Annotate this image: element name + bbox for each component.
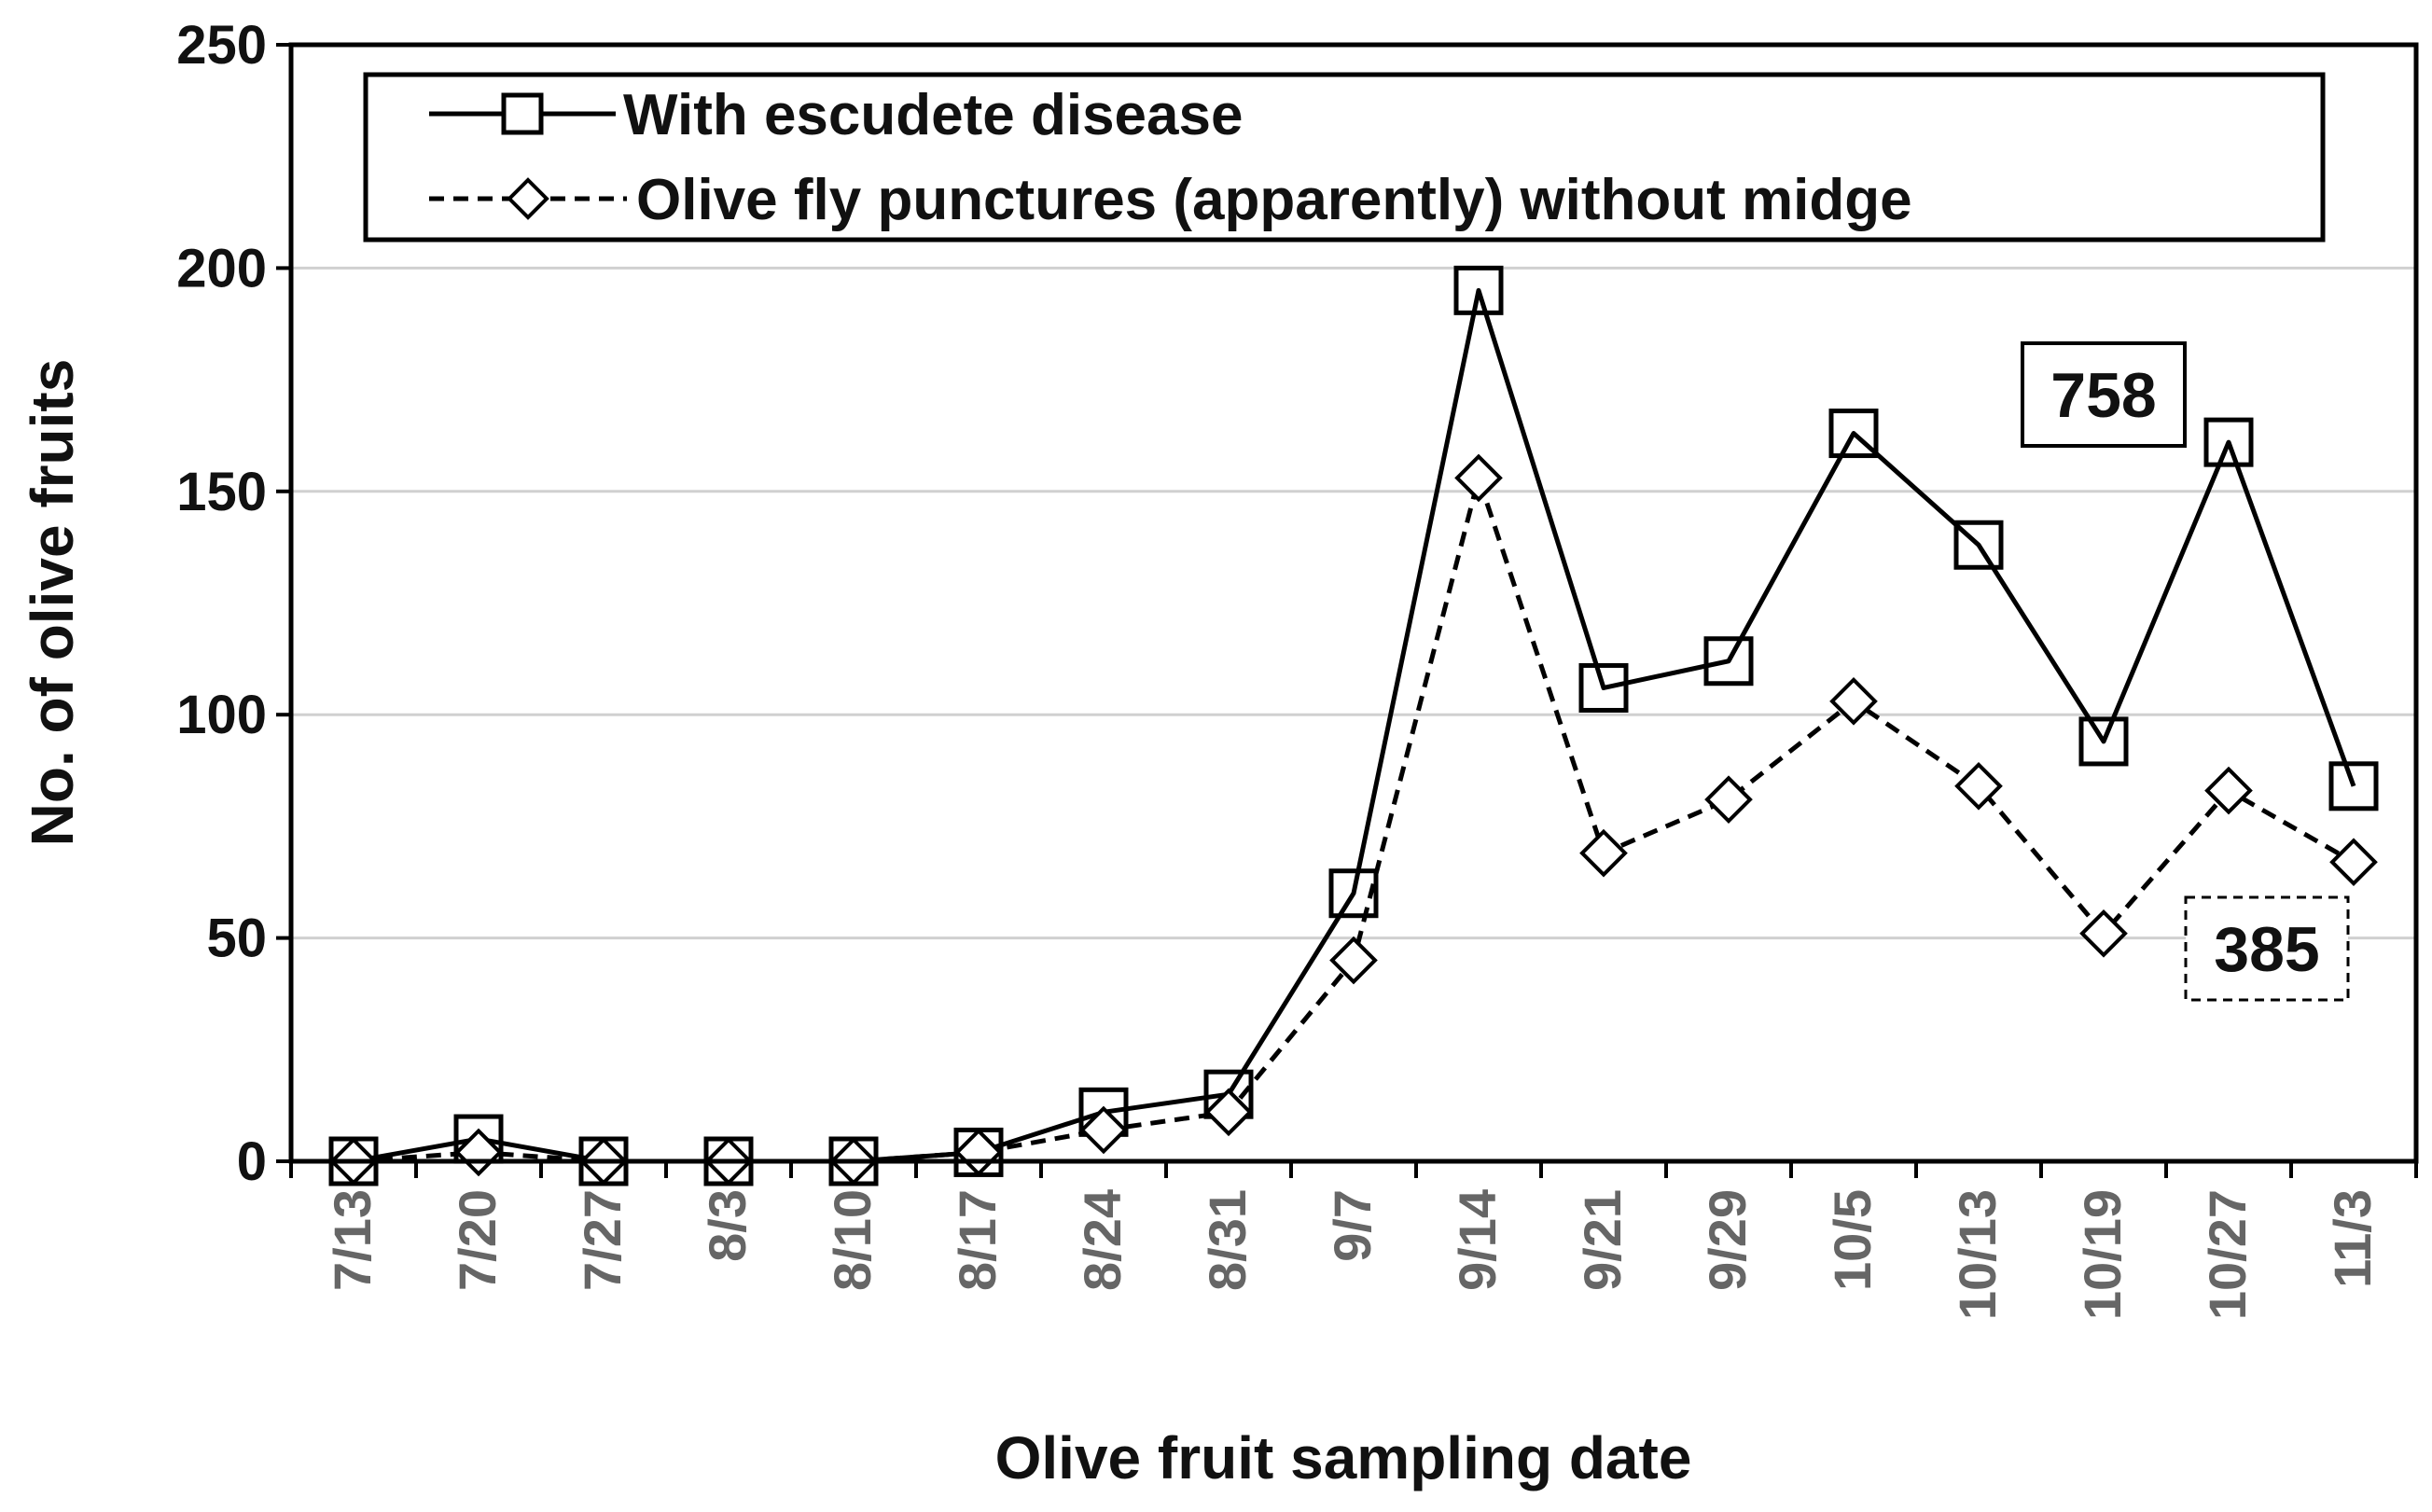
x-axis: 7/13 7/20 7/27 8/3 8/10 8/17 8/24 8/31 9/7 9/14 9/… (289, 1161, 2418, 1320)
point-1-10-5 (1829, 677, 1878, 726)
total-olive-fly-label: 385 (2214, 914, 2319, 985)
point-0-10-13 (1953, 520, 2004, 570)
x-tick-label-9-7: 9/7 (1323, 1189, 1382, 1262)
legend-diamond-marker (507, 177, 549, 220)
x-tick-label-7-20: 7/20 (448, 1189, 507, 1291)
x-tick-label-8-10: 8/10 (823, 1189, 882, 1291)
point-0-9-29 (1703, 636, 1754, 687)
series-layer (328, 265, 2379, 1186)
series-markers-1 (329, 453, 2378, 1186)
point-1-7-20 (454, 1128, 503, 1177)
point-1-11-3 (2329, 838, 2378, 887)
legend-label-escudete: With escudete disease (623, 83, 1243, 147)
total-olive-fly-box: 385 (2184, 895, 2350, 1002)
point-0-10-27 (2203, 417, 2254, 467)
x-tick-label-11-3: 11/3 (2323, 1189, 2382, 1288)
point-0-11-3 (2328, 761, 2379, 811)
y-tick-label-0: 0 (237, 1131, 267, 1192)
x-tick-label-7-13: 7/13 (323, 1189, 382, 1291)
y-tick-label-50: 50 (206, 909, 267, 969)
point-1-10-19 (2079, 909, 2128, 958)
point-0-10-19 (2078, 716, 2129, 767)
legend-box (363, 72, 2326, 243)
legend-label-olive-fly: Olive fly punctures (apparently) without… (636, 168, 1912, 232)
point-0-9-21 (1578, 662, 1629, 713)
point-1-9-21 (1579, 828, 1628, 878)
point-1-10-27 (2204, 766, 2253, 815)
series-line-1 (353, 475, 2356, 1164)
y-axis-title: No. of olive fruits (19, 359, 86, 847)
plot-frame (288, 42, 2419, 1164)
point-0-9-7 (1328, 868, 1379, 919)
x-tick-label-9-29: 9/29 (1698, 1189, 1757, 1291)
point-1-9-29 (1704, 775, 1753, 825)
y-tick-label-100: 100 (176, 685, 267, 745)
x-tick-label-9-14: 9/14 (1448, 1189, 1507, 1291)
x-tick-label-8-3: 8/3 (698, 1189, 757, 1262)
point-1-8-24 (1079, 1105, 1128, 1155)
point-0-10-5 (1828, 409, 1879, 459)
x-tick-label-10-19: 10/19 (2073, 1189, 2132, 1320)
y-tick-label-200: 200 (176, 238, 267, 298)
x-tick-label-10-13: 10/13 (1948, 1189, 2007, 1320)
y-tick-label-250: 250 (176, 15, 267, 76)
point-1-8-17 (954, 1128, 1003, 1177)
x-tick-label-8-17: 8/17 (948, 1189, 1007, 1291)
legend: With escudete disease Olive fly puncture… (363, 72, 2326, 243)
x-tick-label-10-5: 10/5 (1823, 1189, 1882, 1291)
x-tick-label-8-31: 8/31 (1198, 1189, 1257, 1291)
x-tick-label-10-27: 10/27 (2198, 1189, 2257, 1320)
x-axis-title: Olive fruit sampling date (995, 1424, 1692, 1491)
point-1-9-7 (1329, 936, 1378, 985)
point-1-9-14 (1454, 453, 1503, 503)
y-axis: 0 50 100 150 200 250 (176, 15, 291, 1192)
point-0-9-14 (1453, 265, 1504, 315)
y-tick-label-150: 150 (176, 462, 267, 522)
legend-square-marker (501, 92, 544, 135)
series-1 (353, 475, 2356, 1164)
total-escudete-box: 758 (2021, 341, 2187, 448)
x-tick-label-8-24: 8/24 (1073, 1189, 1132, 1291)
x-tick-label-9-21: 9/21 (1573, 1189, 1632, 1291)
total-escudete-label: 758 (2050, 360, 2156, 431)
point-1-8-31 (1204, 1088, 1253, 1137)
point-1-10-13 (1954, 761, 2003, 811)
x-tick-label-7-27: 7/27 (573, 1189, 632, 1291)
